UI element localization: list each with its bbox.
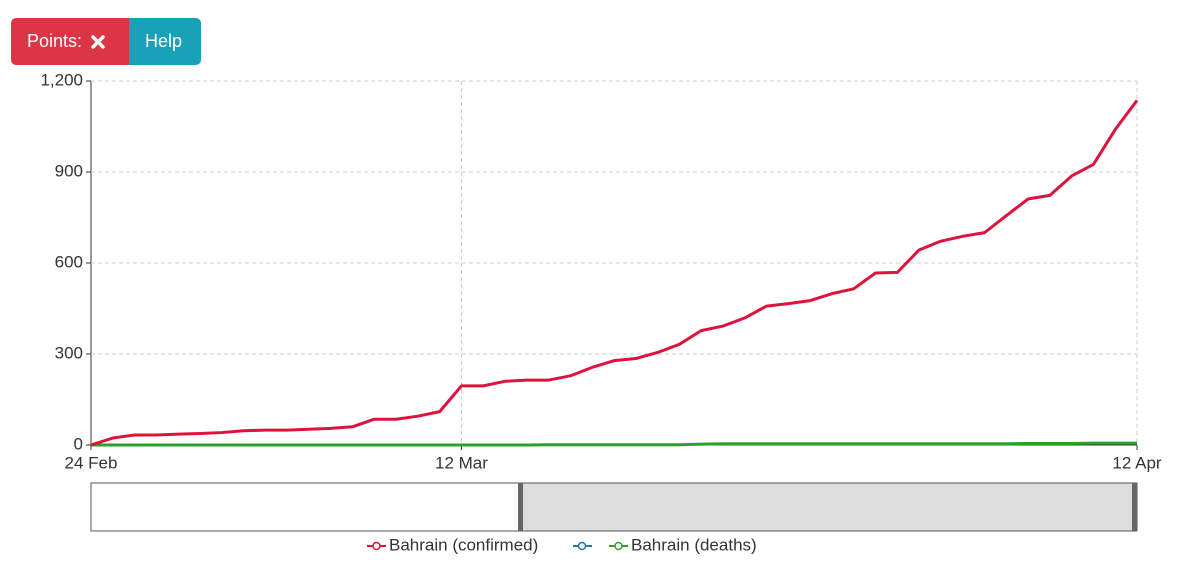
x-tick-label: 24 Feb <box>65 453 118 472</box>
navigator-handle[interactable] <box>518 483 523 531</box>
toolbar: Points: Help <box>11 18 201 65</box>
y-tick-label: 300 <box>55 343 83 362</box>
legend-icon <box>614 541 623 551</box>
points-label: Points: <box>27 31 83 51</box>
close-icon <box>91 35 105 49</box>
legend-icon <box>372 541 381 551</box>
series-line <box>91 441 1137 447</box>
y-tick-label: 0 <box>74 434 83 453</box>
points-button[interactable]: Points: <box>11 18 129 65</box>
help-button[interactable]: Help <box>129 18 201 65</box>
legend-label: Bahrain (deaths) <box>631 535 757 554</box>
legend-blue-icon <box>573 541 592 551</box>
series-line <box>90 99 1139 447</box>
y-tick-label: 900 <box>55 161 83 180</box>
x-tick-label: 12 Mar <box>435 453 488 472</box>
x-tick-label: 12 Apr <box>1112 453 1161 472</box>
navigator-selection[interactable] <box>520 482 1138 532</box>
legend-label: Bahrain (confirmed) <box>389 535 538 554</box>
y-tick-label: 1,200 <box>40 70 83 89</box>
navigator <box>90 482 1138 532</box>
navigator-handle[interactable] <box>1132 483 1137 531</box>
y-tick-label: 600 <box>55 252 83 271</box>
